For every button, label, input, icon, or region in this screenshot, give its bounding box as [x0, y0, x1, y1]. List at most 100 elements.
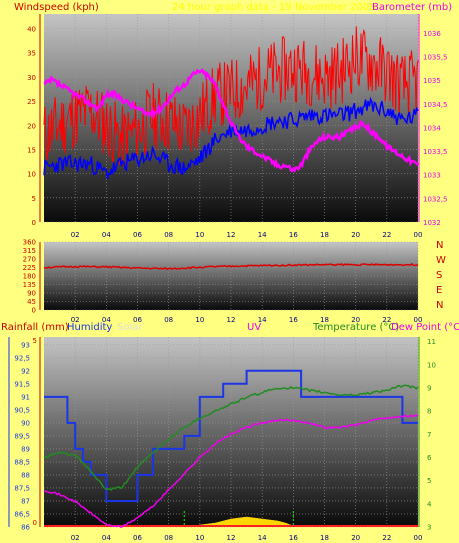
barometer-tick-label: 1034,5 — [423, 101, 448, 109]
wind-tick-label: 30 — [27, 74, 36, 82]
temperature-series-line — [43, 384, 419, 491]
wind-tick-label: 10 — [27, 171, 36, 179]
x-tick-label: 02 — [71, 231, 80, 239]
compass-letter: W — [436, 255, 446, 266]
x-tick-label: 10 — [195, 534, 204, 542]
uv-label: UV — [247, 322, 261, 333]
x-tick-label: 08 — [164, 316, 173, 324]
temperature-tick-label: 8 — [427, 408, 431, 416]
temperature-tick-label: 5 — [427, 477, 431, 485]
wind-tick-label: 20 — [27, 122, 36, 130]
x-tick-label: 12 — [227, 316, 236, 324]
x-tick-label: 18 — [320, 534, 329, 542]
temperature-y-ticks: 3 4 5 6 7 8 9 10 11 — [427, 338, 436, 531]
barometer-tick-label: 1036 — [423, 30, 441, 38]
x-tick-label: 16 — [289, 316, 298, 324]
wind-tick-label: 0 — [32, 219, 36, 227]
x-tick-label: 22 — [382, 534, 391, 542]
rainfall-tick-label: 5 — [33, 337, 37, 345]
humidity-tick-label: 86 — [21, 524, 30, 532]
x-tick-label: 06 — [133, 534, 142, 542]
humidity-tick-label: 91,5 — [14, 380, 30, 388]
compass-letter: N — [436, 300, 443, 311]
direction-series — [43, 262, 419, 271]
temperature-tick-label: 7 — [427, 431, 431, 439]
x-tick-label: 20 — [351, 231, 360, 239]
x-tick-label: 14 — [258, 231, 267, 239]
temperature-tick-label: 9 — [427, 384, 431, 392]
x-tick-label: 08 — [164, 534, 173, 542]
x-tick-label: 08 — [164, 231, 173, 239]
rainfall-tick-label: 0 — [33, 519, 37, 527]
rainfall-label: Rainfall (mm) — [1, 322, 69, 333]
humidity-tick-label: 88 — [21, 471, 30, 479]
climate-series — [43, 369, 419, 528]
direction-tick-label: 0 — [32, 307, 36, 315]
gust-series-line — [43, 26, 419, 167]
wind-tick-label: 5 — [32, 195, 36, 203]
dewpoint-series-line — [43, 414, 419, 528]
x-tick-label: 18 — [320, 231, 329, 239]
solar-series-area — [191, 516, 294, 527]
x-tick-label: 00 — [414, 231, 423, 239]
barometer-tick-label: 1035,5 — [423, 54, 448, 62]
x-tick-label: 16 — [289, 231, 298, 239]
x-tick-label: 22 — [382, 231, 391, 239]
climate-x-ticks: 02 04 06 08 10 12 14 16 18 20 22 00 — [71, 534, 423, 542]
direction-tick-label: 270 — [23, 256, 36, 264]
humidity-tick-label: 87,5 — [14, 484, 30, 492]
graph-title: 24 hour graph data - 19 November 2008 — [172, 2, 375, 13]
humidity-tick-label: 92 — [21, 367, 30, 375]
wind-tick-label: 15 — [27, 146, 36, 154]
direction-x-ticks: 02 04 06 08 10 12 14 16 18 20 22 00 — [71, 316, 423, 324]
wind-pressure-panel: Windspeed (kph) 24 hour graph data - 19 … — [14, 2, 452, 239]
x-tick-label: 20 — [351, 316, 360, 324]
direction-tick-label: 90 — [27, 290, 36, 298]
x-tick-label: 02 — [71, 534, 80, 542]
wind-y-ticks: 0 5 10 15 20 25 30 35 40 — [27, 26, 36, 227]
x-tick-label: 14 — [258, 316, 267, 324]
x-tick-label: 02 — [71, 316, 80, 324]
x-tick-label: 10 — [195, 316, 204, 324]
windspeed-label: Windspeed (kph) — [14, 2, 99, 13]
solar-label: Solar — [117, 322, 143, 333]
x-tick-label: 16 — [289, 534, 298, 542]
humidity-tick-label: 87 — [21, 497, 30, 505]
x-tick-label: 00 — [414, 534, 423, 542]
compass-letter: E — [436, 285, 442, 296]
x-tick-label: 14 — [258, 534, 267, 542]
wind-series — [43, 26, 419, 180]
barometer-tick-label: 1034 — [423, 124, 441, 132]
compass-letter: S — [436, 270, 442, 281]
temperature-label: Temperature (°C) — [312, 322, 399, 333]
humidity-tick-label: 88,5 — [14, 458, 30, 466]
humidity-tick-label: 90,5 — [14, 406, 30, 414]
x-tick-label: 22 — [382, 316, 391, 324]
humidity-tick-label: 93 — [21, 341, 30, 349]
barometer-tick-label: 1032 — [423, 219, 441, 227]
humidity-tick-label: 92,5 — [14, 354, 30, 362]
x-tick-label: 06 — [133, 231, 142, 239]
x-tick-label: 12 — [227, 231, 236, 239]
barometer-tick-label: 1035 — [423, 77, 441, 85]
barometer-tick-label: 1033 — [423, 172, 441, 180]
direction-tick-label: 180 — [23, 273, 36, 281]
temperature-tick-label: 11 — [427, 338, 436, 346]
direction-tick-label: 225 — [23, 264, 36, 272]
humidity-tick-label: 91 — [21, 393, 30, 401]
humidity-tick-label: 89 — [21, 445, 30, 453]
barometer-series-line — [43, 68, 419, 174]
x-tick-label: 04 — [102, 534, 111, 542]
humidity-tick-label: 89,5 — [14, 432, 30, 440]
climate-panel: Rainfall (mm) Humidity Solar UV Temperat… — [1, 322, 459, 542]
x-tick-label: 06 — [133, 316, 142, 324]
barometer-y-ticks: 1032 1032,5 1033 1033,5 1034 1034,5 1035 1035,5… — [423, 30, 448, 227]
wind-tick-label: 25 — [27, 98, 36, 106]
wind-tick-label: 40 — [27, 26, 36, 34]
x-tick-label: 00 — [414, 316, 423, 324]
temperature-tick-label: 4 — [427, 500, 432, 508]
climate-plot-area — [44, 337, 418, 527]
